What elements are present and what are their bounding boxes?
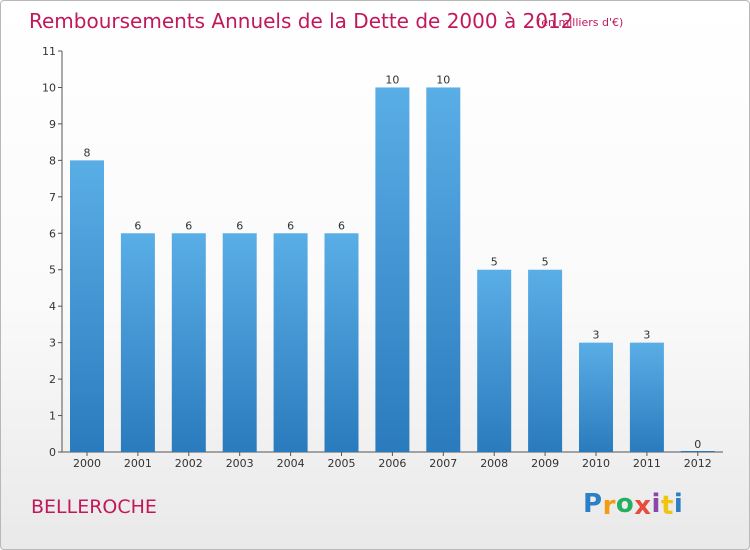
x-tick-label-2004: 2004 — [277, 457, 305, 470]
y-tick-label: 3 — [49, 337, 56, 350]
logo-letter: P — [583, 489, 603, 519]
bar-2007 — [426, 87, 461, 453]
x-tick-label-2011: 2011 — [633, 457, 661, 470]
bars — [70, 87, 715, 453]
y-tick-label: 5 — [49, 264, 56, 277]
data-label-2010: 3 — [593, 329, 600, 342]
bar-2001 — [120, 233, 155, 452]
proxiti-logo: Proxiti — [583, 489, 684, 521]
bar-2000 — [70, 160, 104, 452]
y-tick-label: 1 — [49, 410, 56, 423]
logo-letter: r — [602, 491, 616, 521]
data-label-2004: 6 — [287, 219, 294, 232]
y-tick-label: 11 — [42, 45, 56, 58]
y-tick-label: 0 — [49, 446, 56, 459]
x-tick-label-2008: 2008 — [480, 457, 508, 470]
x-tick-label-2010: 2010 — [582, 457, 610, 470]
bar-2005 — [324, 233, 359, 452]
logo-letter: i — [673, 489, 684, 519]
data-label-2005: 6 — [338, 219, 345, 232]
data-label-2009: 5 — [542, 256, 549, 269]
bar-2011 — [629, 342, 664, 452]
data-label-2012: 0 — [694, 438, 701, 451]
bar-2006 — [375, 87, 410, 453]
data-label-2011: 3 — [643, 329, 650, 342]
commune-name: BELLEROCHE — [31, 496, 157, 518]
data-label-2007: 10 — [436, 73, 450, 86]
bar-2002 — [171, 233, 206, 452]
bar-2012 — [680, 451, 715, 452]
data-label-2003: 6 — [236, 219, 243, 232]
y-tick-label: 4 — [49, 300, 56, 313]
x-tick-label-2012: 2012 — [684, 457, 712, 470]
data-label-2002: 6 — [185, 219, 192, 232]
y-tick-label: 8 — [49, 154, 56, 167]
logo-letter: x — [634, 491, 652, 521]
x-tick-label-2006: 2006 — [378, 457, 406, 470]
labels: 8 2000 6 2001 6 2002 6 2003 6 2004 6 2005 10 2006 10 20… — [73, 73, 712, 470]
y-tick-label: 6 — [49, 227, 56, 240]
data-label-2006: 10 — [385, 73, 399, 86]
x-tick-label-2003: 2003 — [226, 457, 254, 470]
bar-2003 — [222, 233, 257, 452]
y-tick-label: 2 — [49, 373, 56, 386]
y-tick-label: 10 — [42, 81, 56, 94]
x-tick-label-2002: 2002 — [175, 457, 203, 470]
bar-2004 — [273, 233, 308, 452]
chart-title: Remboursements Annuels de la Dette de 20… — [29, 9, 574, 33]
x-tick-label-2009: 2009 — [531, 457, 559, 470]
y-tick-label: 7 — [49, 191, 56, 204]
bar-2010 — [579, 342, 613, 452]
x-tick-label-2001: 2001 — [124, 457, 152, 470]
x-tick-label-2007: 2007 — [429, 457, 457, 470]
x-tick-label-2005: 2005 — [328, 457, 356, 470]
logo-letter: o — [615, 489, 635, 519]
data-label-2008: 5 — [491, 256, 498, 269]
data-label-2001: 6 — [134, 219, 141, 232]
data-label-2000: 8 — [84, 146, 91, 159]
unit-note: (en milliers d'€) — [537, 16, 624, 29]
bar-2008 — [477, 269, 512, 452]
bar-2009 — [528, 269, 563, 452]
x-tick-label-2000: 2000 — [73, 457, 101, 470]
y-tick-label: 9 — [49, 118, 56, 131]
logo-letter: t — [660, 491, 674, 521]
logo-letter: i — [651, 489, 661, 519]
